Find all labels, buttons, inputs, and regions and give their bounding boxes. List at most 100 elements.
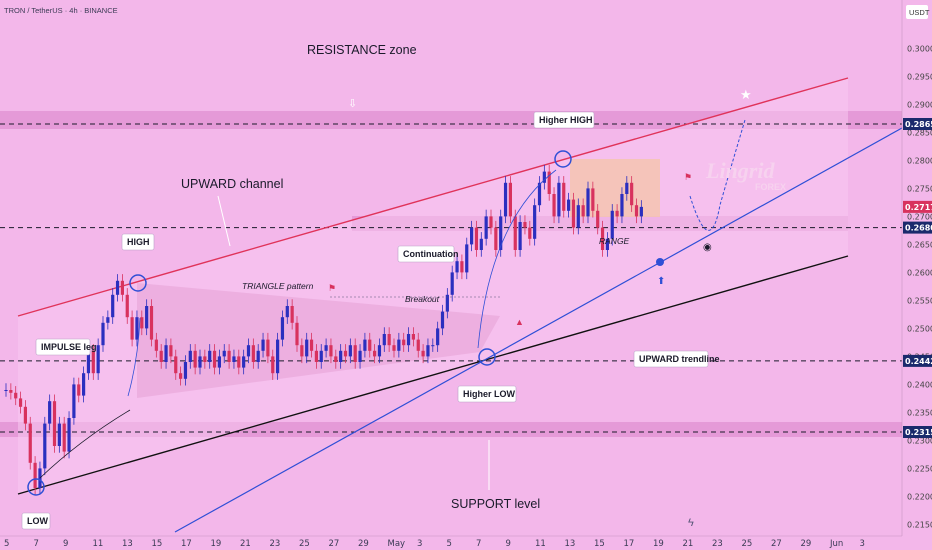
candle-body bbox=[542, 171, 546, 183]
candle-body bbox=[179, 373, 183, 379]
flag-icon-2: ⚑ bbox=[684, 172, 692, 182]
candle-body bbox=[620, 194, 624, 217]
candle-body bbox=[86, 350, 91, 374]
candle-body bbox=[169, 345, 173, 357]
candle-body bbox=[537, 182, 542, 206]
candle-body bbox=[237, 356, 241, 368]
key-level-tag-label: 0.2865 bbox=[905, 120, 932, 129]
candle-body bbox=[18, 398, 23, 407]
low-label-box bbox=[21, 512, 51, 530]
time-tick-label: 5 bbox=[4, 539, 9, 549]
candle-body bbox=[576, 205, 580, 228]
candle-body bbox=[343, 350, 348, 357]
candle-body bbox=[28, 423, 32, 463]
candle-body bbox=[154, 339, 158, 351]
time-tick-label: 27 bbox=[329, 539, 340, 549]
candle-body bbox=[120, 280, 124, 295]
candle-body bbox=[610, 210, 614, 239]
time-tick-label: 11 bbox=[535, 539, 546, 549]
candle-body bbox=[557, 182, 561, 217]
rocket-icon: ▲ bbox=[515, 317, 524, 327]
candle-body bbox=[208, 350, 212, 362]
time-tick-label: 15 bbox=[152, 539, 163, 549]
candle-body bbox=[276, 339, 280, 374]
candle-body bbox=[115, 280, 120, 295]
watermark-brand: Lingrid bbox=[705, 158, 775, 183]
key-level-tag-label: 0.2315 bbox=[905, 428, 932, 437]
time-tick-label: 11 bbox=[93, 539, 104, 549]
candle-body bbox=[562, 182, 566, 211]
higher-high-label: Higher HIGH bbox=[539, 115, 593, 125]
candle-body bbox=[334, 356, 338, 362]
candle-body bbox=[455, 261, 459, 273]
channel-label-arrow bbox=[217, 195, 231, 247]
candle-body bbox=[474, 227, 479, 250]
candle-body bbox=[319, 350, 323, 362]
current-price-label: 0.2717 bbox=[905, 203, 932, 212]
triangle-pattern-label: TRIANGLE pattern bbox=[242, 281, 314, 291]
range-box bbox=[570, 159, 660, 217]
higher-low-label: Higher LOW bbox=[463, 389, 516, 399]
candle-body bbox=[246, 345, 251, 357]
watermark-sub: FOREX bbox=[755, 182, 786, 192]
high-label: HIGH bbox=[127, 237, 150, 247]
candle-body bbox=[149, 306, 154, 340]
higher-high-label-box bbox=[533, 111, 595, 129]
candle-body bbox=[426, 345, 430, 357]
candle-body bbox=[513, 216, 517, 250]
candle-body bbox=[38, 468, 42, 488]
candle-body bbox=[392, 345, 396, 351]
time-tick-label: 19 bbox=[211, 539, 222, 549]
candle-body bbox=[368, 339, 372, 351]
star-icon: ★ bbox=[740, 87, 752, 102]
candle-body bbox=[411, 334, 415, 340]
time-tick-label: Jun bbox=[829, 539, 843, 549]
candle-body bbox=[431, 345, 435, 347]
low-marker bbox=[27, 478, 45, 496]
candle-body bbox=[416, 339, 420, 351]
current-price-tag bbox=[903, 200, 932, 213]
key-level-tag bbox=[903, 221, 932, 234]
time-tick-label: 23 bbox=[712, 539, 723, 549]
candle-body bbox=[232, 356, 236, 362]
candle-body bbox=[329, 345, 333, 357]
candle-body bbox=[82, 373, 86, 396]
upward-trendline-label-box bbox=[633, 350, 709, 368]
candle-body bbox=[460, 261, 464, 273]
candle-body bbox=[591, 188, 595, 211]
candle-body bbox=[605, 238, 609, 250]
candle-body bbox=[533, 205, 537, 239]
time-tick-label: 27 bbox=[771, 539, 782, 549]
candle-body bbox=[130, 317, 134, 340]
candle-body bbox=[62, 423, 66, 452]
candle-body bbox=[625, 182, 629, 194]
candle-body bbox=[503, 182, 508, 217]
time-tick-label: 5 bbox=[447, 539, 452, 549]
key-level-tag bbox=[903, 118, 932, 130]
candle-body bbox=[145, 306, 149, 329]
candle-body bbox=[470, 227, 474, 245]
candle-body bbox=[261, 339, 265, 351]
candle-body bbox=[387, 334, 391, 346]
candle-body bbox=[135, 317, 139, 340]
candle-body bbox=[72, 384, 76, 418]
candle-body bbox=[436, 328, 440, 346]
key-level-tag bbox=[903, 426, 932, 438]
impulse-leg-label: IMPULSE leg bbox=[41, 342, 97, 352]
time-tick-label: 7 bbox=[476, 539, 481, 549]
lightning-icon: ϟ bbox=[688, 517, 694, 529]
candle-body bbox=[23, 406, 27, 424]
time-tick-label: 25 bbox=[742, 539, 753, 549]
candle-body bbox=[77, 384, 81, 396]
candle-body bbox=[363, 339, 367, 351]
candle-body bbox=[314, 350, 318, 362]
